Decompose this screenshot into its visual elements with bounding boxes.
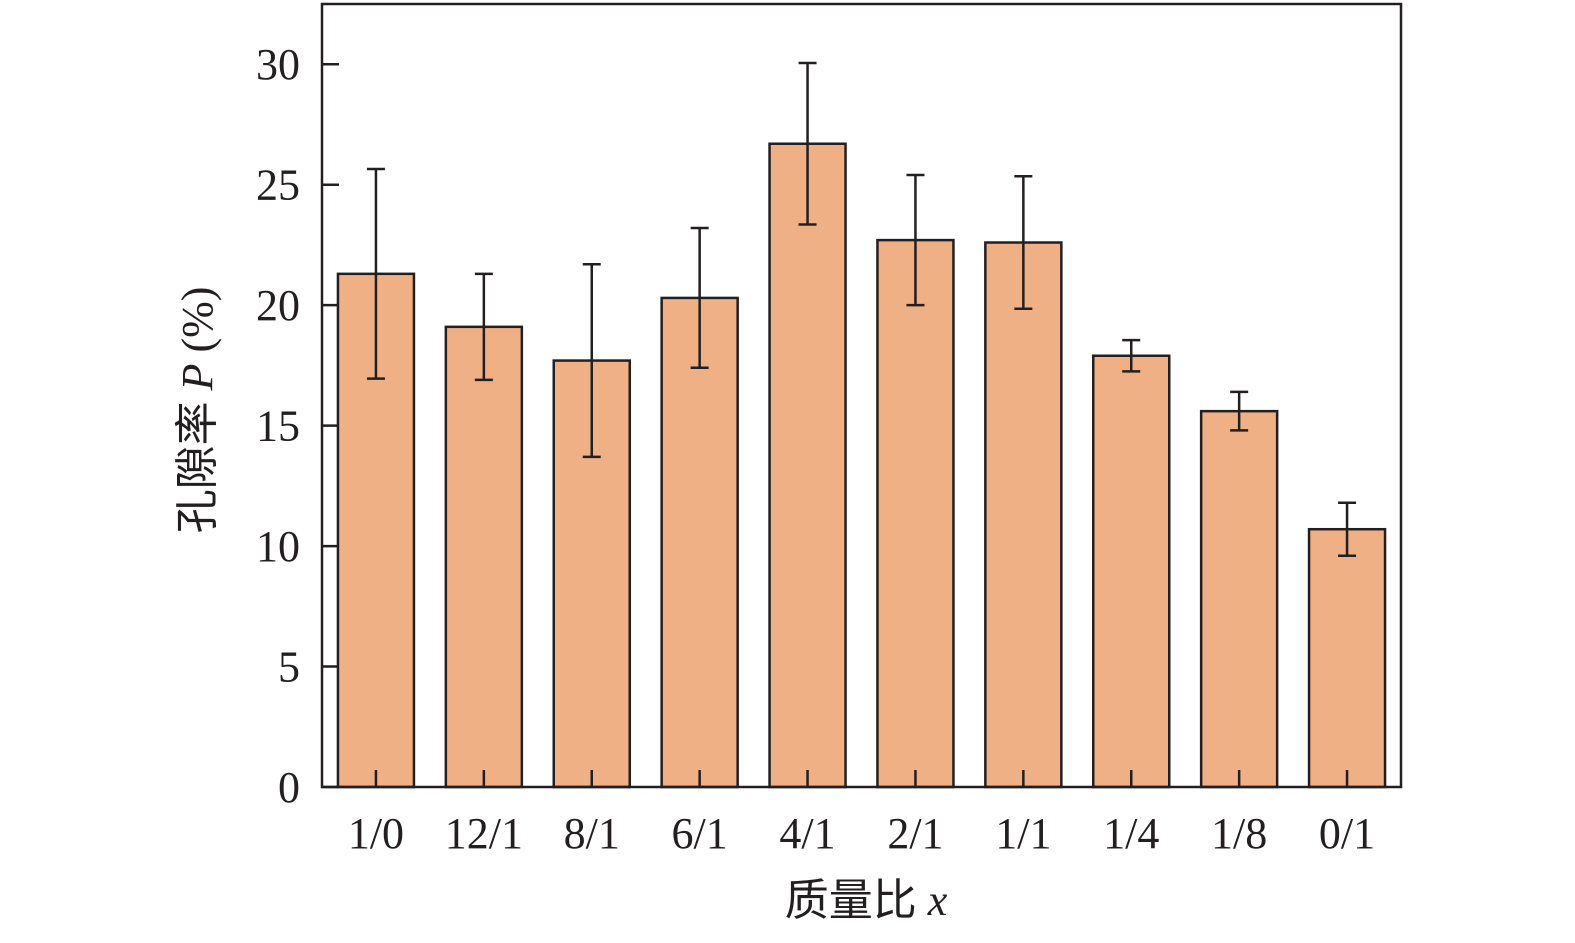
y-tick-label: 5 <box>278 643 300 692</box>
y-axis: 0 5 10 15 20 25 30 <box>256 40 339 812</box>
bar-1/8 <box>1199 409 1279 789</box>
bars-group <box>336 142 1387 789</box>
error-bar-2/1 <box>906 173 925 307</box>
y-tick-label: 0 <box>278 763 300 812</box>
x-tick-label: 12/1 <box>445 809 523 858</box>
error-bar-0/1 <box>1338 501 1357 557</box>
error-bar-1/4 <box>1122 338 1141 373</box>
x-tick-label: 1/1 <box>995 809 1051 858</box>
x-tick-label: 1/8 <box>1211 809 1267 858</box>
error-bar-12/1 <box>474 272 493 382</box>
error-bars-group <box>366 61 1357 557</box>
error-bar-1/0 <box>366 167 385 380</box>
x-axis: 1/0 12/1 8/1 6/1 4/1 2/1 1/1 1/4 1/8 0/1 <box>348 770 1375 858</box>
plot-frame <box>320 2 1403 789</box>
error-bar-1/1 <box>1014 175 1033 311</box>
x-tick-label: 4/1 <box>779 809 835 858</box>
y-tick-label: 10 <box>256 522 300 571</box>
y-axis-title: 孔隙率 P (%) <box>173 287 222 534</box>
bar-0/1 <box>1307 527 1387 789</box>
bar-6/1 <box>660 296 739 789</box>
bar-1/1 <box>984 241 1063 789</box>
y-tick-label: 25 <box>256 161 300 210</box>
x-tick-label: 8/1 <box>564 809 620 858</box>
bar-1/4 <box>1092 354 1171 789</box>
x-tick-label: 6/1 <box>672 809 728 858</box>
y-tick-label: 20 <box>256 281 300 330</box>
x-tick-label: 2/1 <box>887 809 943 858</box>
error-bar-1/8 <box>1230 390 1249 432</box>
error-bar-4/1 <box>798 61 817 226</box>
x-axis-title: 质量比 x <box>785 876 948 925</box>
y-tick-label: 30 <box>256 40 300 89</box>
x-tick-label: 0/1 <box>1319 809 1375 858</box>
y-tick-label: 15 <box>256 402 300 451</box>
error-bar-6/1 <box>690 226 709 370</box>
error-bar-8/1 <box>582 262 601 459</box>
bar-2/1 <box>876 238 955 789</box>
x-tick-label: 1/0 <box>348 809 404 858</box>
bar-12/1 <box>444 325 524 789</box>
bar-4/1 <box>768 142 847 789</box>
x-tick-label: 1/4 <box>1103 809 1159 858</box>
